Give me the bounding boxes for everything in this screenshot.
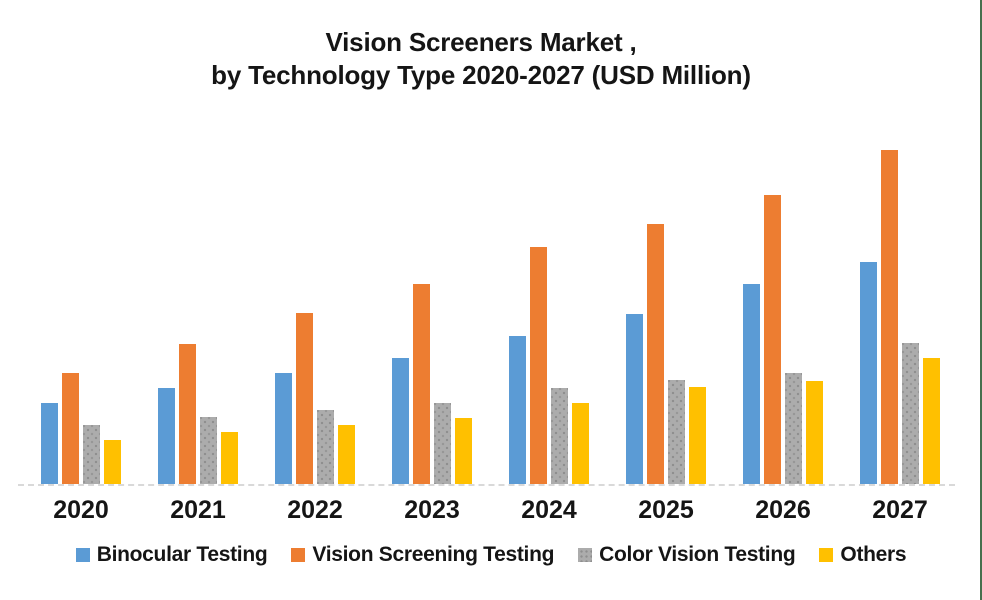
legend-item-color-vision-testing: Color Vision Testing	[578, 543, 796, 567]
bar-binocular-testing-2020	[41, 403, 58, 484]
x-axis-label-2023: 2023	[404, 496, 460, 524]
bar-color-vision-testing-2025	[668, 380, 685, 484]
x-axis-line	[18, 484, 955, 486]
legend-label-others: Others	[840, 543, 907, 566]
bar-vision-screening-testing-2027	[881, 150, 898, 484]
x-axis-label-2025: 2025	[638, 496, 694, 524]
chart-title-line1: Vision Screeners Market ,	[325, 27, 637, 57]
bar-vision-screening-testing-2025	[647, 224, 664, 484]
bar-binocular-testing-2025	[626, 314, 643, 484]
image-right-border	[980, 0, 982, 600]
legend-swatch-vision-screening-testing-icon	[291, 548, 306, 562]
chart-title: Vision Screeners Market , by Technology …	[0, 26, 962, 92]
bar-color-vision-testing-2027	[902, 343, 919, 484]
bar-vision-screening-testing-2024	[530, 247, 547, 484]
x-axis-label-2024: 2024	[521, 496, 577, 524]
x-axis-label-2020: 2020	[53, 496, 109, 524]
bar-others-2023	[455, 418, 472, 484]
bar-color-vision-testing-2026	[785, 373, 802, 484]
legend-label-vision-screening-testing: Vision Screening Testing	[312, 543, 555, 566]
bar-vision-screening-testing-2022	[296, 313, 313, 484]
bar-color-vision-testing-2023	[434, 403, 451, 484]
bar-vision-screening-testing-2020	[62, 373, 79, 484]
bar-binocular-testing-2026	[743, 284, 760, 484]
bar-vision-screening-testing-2023	[413, 284, 430, 484]
legend-label-binocular-testing: Binocular Testing	[96, 543, 268, 566]
legend-item-others: Others	[819, 543, 907, 567]
x-axis-label-2027: 2027	[872, 496, 928, 524]
bar-binocular-testing-2021	[158, 388, 175, 484]
bar-others-2024	[572, 403, 589, 484]
bar-binocular-testing-2027	[860, 262, 877, 484]
x-axis-label-2022: 2022	[287, 496, 343, 524]
chart-title-line2: by Technology Type 2020-2027 (USD Millio…	[211, 60, 751, 90]
bar-binocular-testing-2022	[275, 373, 292, 484]
bar-color-vision-testing-2022	[317, 410, 334, 484]
legend-swatch-binocular-testing-icon	[75, 548, 90, 562]
bar-others-2022	[338, 425, 355, 484]
bar-others-2025	[689, 387, 706, 484]
legend-swatch-color-vision-testing-icon	[578, 548, 593, 562]
bar-color-vision-testing-2021	[200, 417, 217, 484]
bar-binocular-testing-2023	[392, 358, 409, 484]
bar-others-2026	[806, 381, 823, 484]
bar-color-vision-testing-2020	[83, 425, 100, 484]
legend-item-binocular-testing: Binocular Testing	[75, 543, 268, 567]
legend-item-vision-screening-testing: Vision Screening Testing	[291, 543, 554, 567]
x-axis-label-2021: 2021	[170, 496, 226, 524]
bar-others-2020	[104, 440, 121, 484]
legend-label-color-vision-testing: Color Vision Testing	[599, 543, 796, 566]
bar-vision-screening-testing-2021	[179, 344, 196, 484]
chart-legend: Binocular Testing Vision Screening Testin…	[0, 543, 982, 567]
x-axis-label-2026: 2026	[755, 496, 811, 524]
bar-others-2021	[221, 432, 238, 484]
bar-color-vision-testing-2024	[551, 388, 568, 484]
bar-binocular-testing-2024	[509, 336, 526, 484]
legend-swatch-others-icon	[819, 548, 834, 562]
bar-vision-screening-testing-2026	[764, 195, 781, 484]
bar-others-2027	[923, 358, 940, 484]
